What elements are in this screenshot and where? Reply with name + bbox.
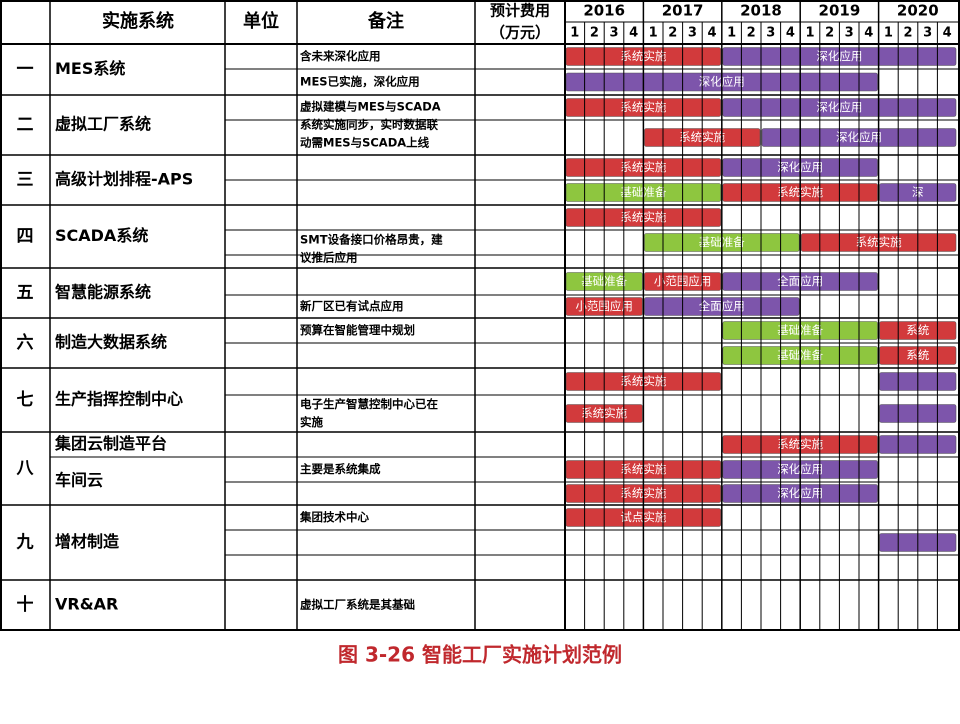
system-name: VR&AR: [55, 595, 118, 614]
row-number: 十: [17, 594, 34, 615]
system-name: 生产指挥控制中心: [55, 390, 183, 409]
row-number: 九: [16, 533, 34, 553]
note-text: 集团技术中心: [299, 510, 369, 524]
quarter-label: 2: [825, 26, 834, 41]
quarter-label: 2: [668, 26, 677, 41]
year-label: 2019: [819, 2, 861, 20]
note-text: 预算在智能管理中规划: [300, 323, 415, 337]
quarter-label: 1: [727, 26, 736, 41]
quarter-label: 3: [609, 26, 618, 41]
note-text: 实施: [300, 415, 323, 429]
note-text: 议推后应用: [300, 251, 358, 265]
system-name: MES系统: [55, 59, 125, 78]
note-text: 电子生产智慧控制中心已在: [300, 397, 438, 411]
note-header: 备注: [367, 10, 404, 32]
year-label: 2018: [740, 2, 782, 20]
system-name: 车间云: [55, 471, 103, 490]
quarter-label: 3: [845, 26, 854, 41]
quarter-label: 1: [649, 26, 658, 41]
cost-header: 预计费用: [490, 2, 550, 20]
quarter-label: 2: [747, 26, 756, 41]
system-name: SCADA系统: [55, 226, 148, 245]
quarter-label: 4: [707, 26, 716, 41]
quarter-label: 1: [805, 26, 814, 41]
row-number: 六: [17, 332, 34, 353]
quarter-label: 1: [570, 26, 579, 41]
quarter-label: 3: [766, 26, 775, 41]
year-label: 2016: [583, 2, 625, 20]
unit-header: 单位: [243, 10, 279, 32]
note-text: 含未来深化应用: [299, 49, 381, 63]
note-text: 动需MES与SCADA上线: [300, 136, 430, 150]
quarter-label: 3: [688, 26, 697, 41]
system-header: 实施系统: [102, 10, 174, 32]
system-name: 智慧能源系统: [55, 283, 151, 302]
quarter-label: 4: [864, 26, 873, 41]
system-name: 增材制造: [55, 532, 120, 551]
quarter-label: 3: [923, 26, 932, 41]
system-name: 虚拟工厂系统: [55, 115, 151, 134]
note-text: 系统实施同步，实时数据联: [300, 118, 438, 132]
row-number: 二: [17, 115, 34, 135]
year-label: 2020: [897, 2, 939, 20]
row-number: 八: [17, 459, 35, 479]
quarter-label: 4: [786, 26, 795, 41]
note-text: MES已实施，深化应用: [300, 75, 420, 89]
note-text: 虚拟建模与MES与SCADA: [300, 100, 441, 114]
system-name: 制造大数据系统: [55, 333, 167, 352]
system-name: 高级计划排程-APS: [55, 170, 193, 189]
row-number: 七: [17, 390, 34, 410]
quarter-label: 4: [943, 26, 952, 41]
caption: 图 3-26 智能工厂实施计划范例: [338, 643, 622, 667]
quarter-label: 1: [884, 26, 893, 41]
note-text: 新厂区已有试点应用: [300, 299, 404, 313]
row-number: 一: [17, 60, 34, 80]
quarter-label: 4: [629, 26, 638, 41]
row-number: 四: [17, 227, 34, 247]
quarter-label: 2: [590, 26, 599, 41]
quarter-label: 2: [903, 26, 912, 41]
note-text: 主要是系统集成: [300, 462, 381, 476]
row-number: 三: [17, 170, 34, 190]
row-number: 五: [17, 283, 34, 303]
note-text: SMT设备接口价格昂贵，建: [300, 233, 443, 247]
cost-header: （万元）: [490, 24, 550, 42]
system-name: 集团云制造平台: [54, 434, 167, 453]
note-text: 虚拟工厂系统是其基础: [300, 598, 415, 612]
year-label: 2017: [662, 2, 704, 20]
